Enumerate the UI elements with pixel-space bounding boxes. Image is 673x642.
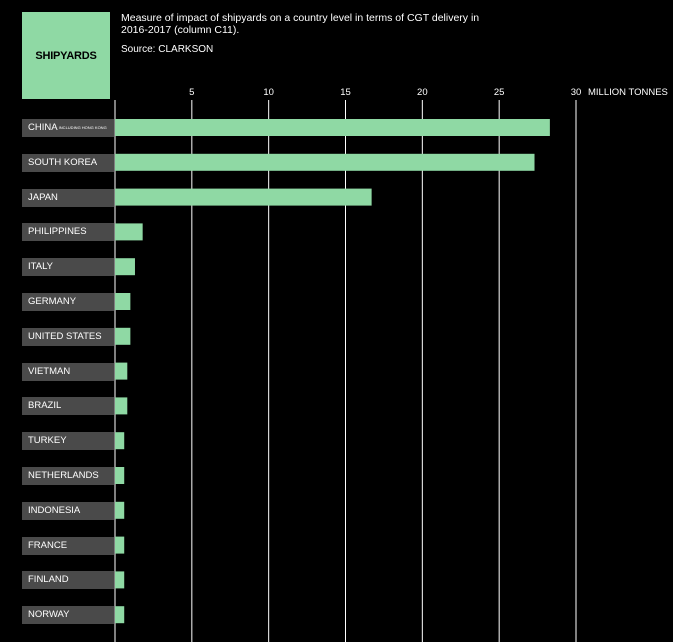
shipyards-label: SHIPYARDS xyxy=(35,49,97,62)
category-label: BRAZIL xyxy=(22,397,114,416)
category-label: NETHERLANDS xyxy=(22,467,114,485)
category-name: ITALY xyxy=(28,261,53,273)
category-label: FINLAND xyxy=(22,571,114,590)
category-label: PHILIPPINES xyxy=(22,223,114,242)
bar-netherlands xyxy=(115,467,125,484)
category-label: CHINA INCLUDING HONG KONG xyxy=(22,119,114,137)
chart-title: Measure of impact of shipyards on a coun… xyxy=(121,12,480,36)
bar-south-korea xyxy=(115,153,535,171)
bar-united-states xyxy=(115,327,131,345)
bar-vietman xyxy=(115,362,128,380)
bar-turkey xyxy=(115,432,125,450)
category-label: VIETMAN xyxy=(22,362,114,381)
category-name: FRANCE xyxy=(28,539,68,551)
category-label: JAPAN xyxy=(22,188,114,207)
bar-finland xyxy=(115,571,125,589)
x-tick-label: 5 xyxy=(189,87,194,98)
x-tick-label: 15 xyxy=(340,87,351,98)
bar-china xyxy=(115,119,550,136)
category-name: GERMANY xyxy=(28,296,77,307)
category-name: INDONESIA xyxy=(28,504,81,516)
category-label: GERMANY xyxy=(22,293,114,311)
bar-norway xyxy=(115,606,125,624)
bar-japan xyxy=(115,188,372,206)
x-unit-label: MILLION TONNES xyxy=(588,87,668,98)
chart-source: Source: CLARKSON xyxy=(121,44,214,55)
category-name: NETHERLANDS xyxy=(28,470,99,481)
category-label: NORWAY xyxy=(22,606,114,625)
category-name: UNITED STATES xyxy=(28,330,102,342)
category-name: BRAZIL xyxy=(28,400,62,412)
category-name: SOUTH KOREA xyxy=(28,156,98,168)
category-name: PHILIPPINES xyxy=(28,226,87,238)
bar-philippines xyxy=(115,223,143,241)
x-tick-label: 10 xyxy=(263,87,274,98)
category-label: UNITED STATES xyxy=(22,327,114,346)
category-name: NORWAY xyxy=(28,609,70,621)
bar-germany xyxy=(115,293,131,310)
x-tick-label: 25 xyxy=(494,87,505,98)
bar-brazil xyxy=(115,397,128,415)
category-name: FINLAND xyxy=(28,574,69,586)
shipyards-label-box: SHIPYARDS xyxy=(22,12,110,99)
x-tick-label: 20 xyxy=(417,87,428,98)
category-label: TURKEY xyxy=(22,432,114,451)
bar-france xyxy=(115,536,125,554)
category-label: SOUTH KOREA xyxy=(22,153,114,172)
category-name: VIETMAN xyxy=(28,365,71,377)
x-tick-label: 30 xyxy=(571,87,582,98)
category-note: INCLUDING HONG KONG xyxy=(57,125,107,130)
category-label: ITALY xyxy=(22,258,114,277)
category-name: JAPAN xyxy=(28,191,58,203)
category-name: CHINA xyxy=(28,122,58,133)
category-name: TURKEY xyxy=(28,435,67,447)
category-label: INDONESIA xyxy=(22,501,114,520)
bar-italy xyxy=(115,258,135,276)
category-label: FRANCE xyxy=(22,536,114,555)
bar-indonesia xyxy=(115,501,125,519)
